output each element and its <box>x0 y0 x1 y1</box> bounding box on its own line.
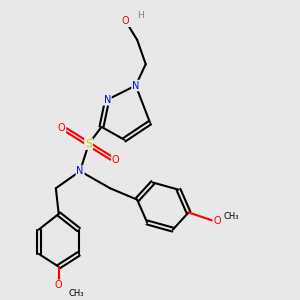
Text: O: O <box>58 123 65 133</box>
Text: O: O <box>112 155 120 165</box>
Text: O: O <box>55 280 62 290</box>
Text: O: O <box>213 216 221 226</box>
Text: H: H <box>136 11 143 20</box>
Text: N: N <box>103 95 111 105</box>
Text: S: S <box>85 139 92 149</box>
Text: N: N <box>132 80 140 91</box>
Text: CH₃: CH₃ <box>224 212 239 221</box>
Text: CH₃: CH₃ <box>68 289 84 298</box>
Text: O: O <box>122 16 130 26</box>
Text: N: N <box>76 166 84 176</box>
